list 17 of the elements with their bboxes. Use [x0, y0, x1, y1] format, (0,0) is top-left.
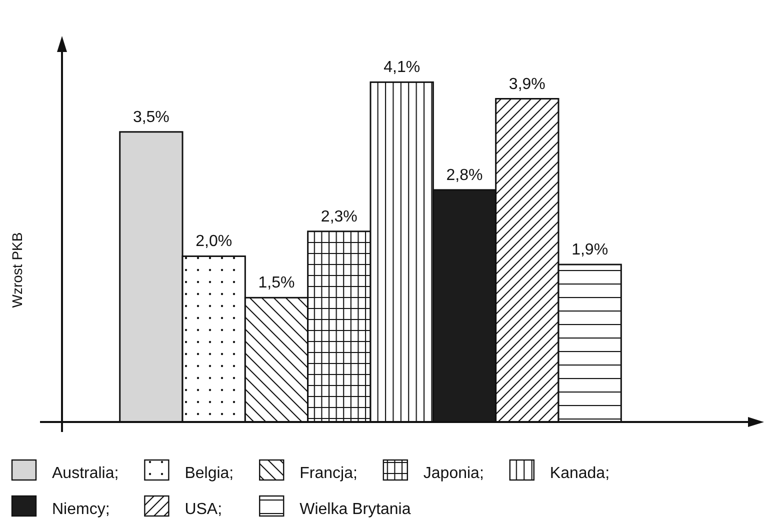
legend-label: USA; [184, 501, 222, 518]
legend-label: Japonia; [423, 465, 484, 482]
data-label: 4,1% [384, 59, 420, 76]
legend-label: Kanada; [550, 465, 610, 482]
legend-label: Australia; [52, 465, 119, 482]
data-label: 2,0% [196, 233, 232, 250]
y-axis-title: Wzrost PKB [9, 232, 25, 308]
legend-label: Wielka Brytania [300, 501, 411, 518]
data-label: 1,9% [572, 242, 608, 259]
legend-label: Niemcy; [52, 501, 110, 518]
data-label: 2,3% [320, 208, 358, 226]
legend-label: Francja; [300, 465, 358, 482]
data-label: 3,5% [132, 108, 170, 126]
data-label: 2,8% [446, 166, 483, 184]
legend-label: Belgia; [184, 465, 234, 482]
data-label: 1,5% [258, 274, 295, 292]
data-label: 3,9% [508, 76, 546, 93]
